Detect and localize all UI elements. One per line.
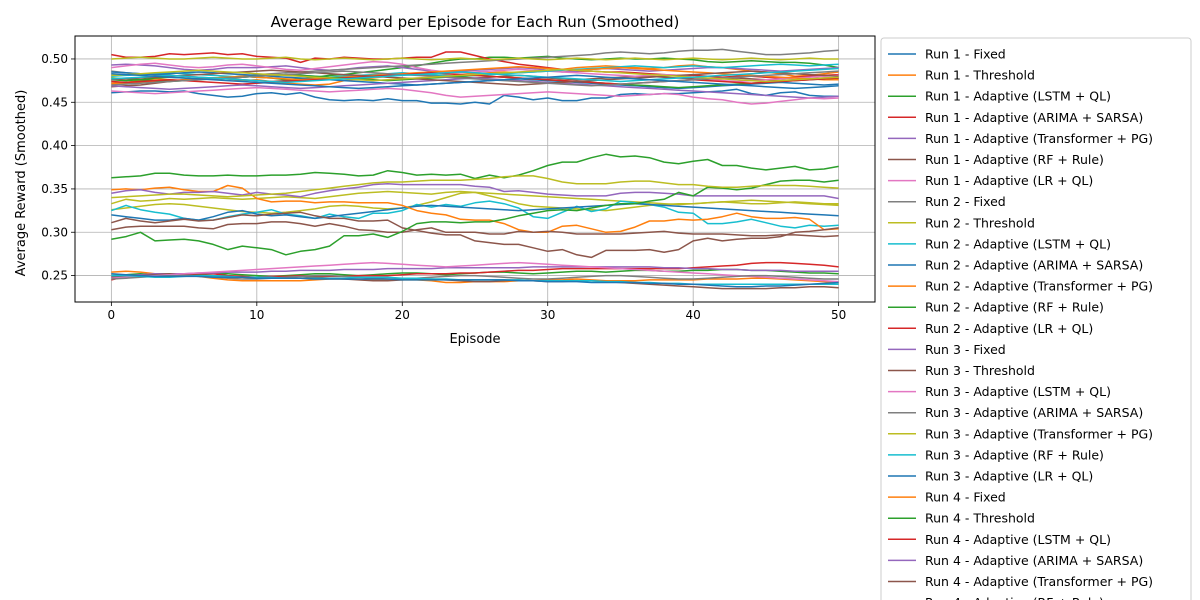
series-line (111, 266, 839, 278)
series-line (111, 72, 839, 85)
series-line (111, 261, 839, 283)
y-tick-label: 0.50 (41, 52, 68, 66)
legend-label: Run 2 - Threshold (925, 215, 1035, 230)
series-line (111, 273, 839, 288)
series-line (111, 153, 839, 180)
legend-label: Run 4 - Threshold (925, 511, 1035, 526)
x-tick-label: 0 (108, 308, 116, 322)
legend-label: Run 3 - Fixed (925, 342, 1006, 357)
x-tick-label: 40 (686, 308, 701, 322)
series-line (111, 77, 839, 99)
x-tick-label: 10 (249, 308, 264, 322)
series-line (111, 51, 839, 79)
series-line (111, 184, 839, 234)
y-tick-label: 0.30 (41, 225, 68, 239)
x-axis-label: Episode (449, 332, 500, 347)
series-line (111, 88, 839, 105)
series-line (111, 221, 839, 238)
legend-label: Run 2 - Adaptive (RF + Rule) (925, 300, 1104, 315)
legend-label: Run 4 - Fixed (925, 490, 1006, 505)
y-axis-label: Average Reward (Smoothed) (14, 90, 29, 277)
series-line (111, 175, 839, 199)
series-line (111, 274, 839, 280)
y-tick-label: 0.40 (41, 139, 68, 153)
chart-title: Average Reward per Episode for Each Run … (271, 13, 680, 31)
legend-label: Run 3 - Adaptive (RF + Rule) (925, 447, 1104, 462)
series-line (111, 56, 839, 61)
legend-label: Run 1 - Adaptive (RF + Rule) (925, 152, 1104, 167)
legend-label: Run 3 - Adaptive (LR + QL) (925, 469, 1093, 484)
series-line (111, 72, 839, 90)
legend-label: Run 1 - Fixed (925, 47, 1006, 62)
series-line (111, 68, 839, 83)
legend-label: Run 1 - Adaptive (ARIMA + SARSA) (925, 110, 1143, 125)
series-line (111, 200, 839, 229)
series-line (111, 191, 839, 214)
legend-label: Run 4 - Adaptive (Transformer + PG) (925, 574, 1153, 589)
series-line (111, 60, 839, 83)
legend-label: Run 2 - Fixed (925, 194, 1006, 209)
series-line (111, 211, 839, 259)
series-line (111, 261, 839, 281)
legend-label: Run 4 - Adaptive (LSTM + QL) (925, 532, 1111, 547)
series-line (111, 179, 839, 256)
y-tick-label: 0.25 (41, 269, 68, 283)
legend-label: Run 3 - Adaptive (ARIMA + SARSA) (925, 405, 1143, 420)
series-line (111, 182, 839, 200)
x-tick-label: 30 (540, 308, 555, 322)
y-tick-label: 0.35 (41, 182, 68, 196)
legend-label: Run 2 - Adaptive (ARIMA + SARSA) (925, 258, 1143, 273)
legend-label: Run 3 - Adaptive (LSTM + QL) (925, 384, 1111, 399)
legend-frame (880, 37, 1192, 600)
axis-ticks: 0 10 20 30 40 50 0.25 0.30 0.35 0.40 0.45 0.50 (41, 52, 846, 322)
legend-label: Run 1 - Adaptive (Transformer + PG) (925, 131, 1153, 146)
x-tick-label: 50 (831, 308, 846, 322)
legend-items: Run 1 - Fixed Run 1 - Threshold Run 1 - Ad… (888, 47, 1153, 600)
series-line (111, 67, 839, 84)
series-line (111, 202, 839, 221)
x-tick-label: 20 (395, 308, 410, 322)
legend-label: Run 1 - Adaptive (LR + QL) (925, 173, 1093, 188)
y-tick-label: 0.45 (41, 95, 68, 109)
legend-label: Run 3 - Adaptive (Transformer + PG) (925, 426, 1153, 441)
series-lines (111, 48, 839, 290)
legend-label: Run 2 - Adaptive (Transformer + PG) (925, 279, 1153, 294)
plot-frame (74, 35, 876, 303)
legend-label: Run 1 - Adaptive (LSTM + QL) (925, 89, 1111, 104)
legend-label: Run 2 - Adaptive (LR + QL) (925, 321, 1093, 336)
legend-label: Run 2 - Adaptive (LSTM + QL) (925, 236, 1111, 251)
legend-label: Run 1 - Threshold (925, 68, 1035, 83)
legend: Run 1 - Fixed Run 1 - Threshold Run 1 - Ad… (880, 37, 1192, 600)
legend-label: Run 4 - Adaptive (RF + Rule) (925, 595, 1104, 600)
legend-label: Run 3 - Threshold (925, 363, 1035, 378)
legend-label: Run 4 - Adaptive (ARIMA + SARSA) (925, 553, 1143, 568)
series-line (111, 86, 839, 105)
